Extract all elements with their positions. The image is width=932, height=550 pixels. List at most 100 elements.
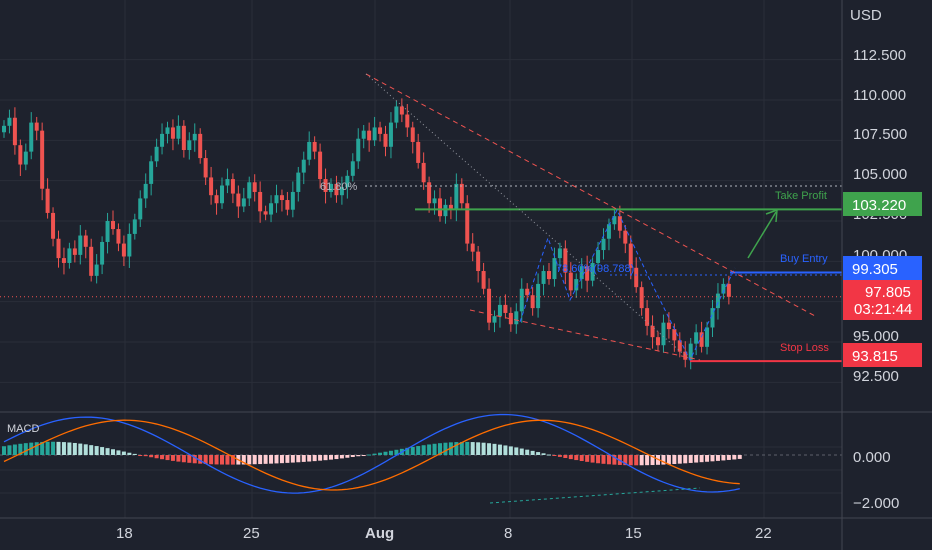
macd-hist-bar-3 [18,443,23,455]
fib-786-label: 78.60%(98.788) [556,263,634,275]
candle-body-69 [378,127,383,134]
candle-body-51 [279,195,284,201]
stop-loss-tag [843,343,922,367]
overlays [0,73,842,363]
candle-body-122 [666,322,671,330]
macd-hist-bar-44 [241,455,246,465]
candle-body-6 [34,122,39,131]
candle-body-11 [61,258,66,263]
candle-body-12 [67,248,72,263]
candle-body-53 [290,191,295,210]
candle-body-100 [547,271,551,280]
candle-body-48 [263,211,268,215]
take-profit-label: Take Profit [775,190,827,202]
macd-hist-bar-46 [252,455,257,465]
candle-body-41 [225,179,230,186]
candle-body-0 [2,125,6,133]
candle-body-116 [634,267,639,288]
macd-hist-bar-0 [2,446,6,455]
candle-body-61 [334,183,339,196]
projection-arrow-head [765,208,778,223]
candle-body-56 [307,141,312,160]
candle-body-93 [508,312,513,325]
macd-divergence-line [489,487,701,504]
macd-hist-bar-24 [132,453,137,455]
macd-hist-bar-89 [487,443,492,455]
candle-body-73 [399,106,404,115]
macd-hist-bar-78 [427,444,432,455]
macd-hist-bar-59 [323,455,328,461]
candle-body-75 [410,127,415,142]
candle-body-15 [83,235,88,247]
y-tick-105000: 105.000 [853,166,907,183]
candle-body-59 [323,179,328,192]
signal-line [3,419,740,491]
candles [2,98,731,370]
macd-hist-bar-97 [530,450,535,455]
macd-hist-bar-20 [111,449,115,455]
candle-body-28 [154,146,159,162]
candle-body-68 [372,127,377,141]
macd-hist-bar-35 [192,455,197,464]
take-profit-tag [843,192,922,216]
candle-body-32 [176,125,181,139]
macd-hist-bar-75 [410,446,415,455]
candle-body-125 [683,351,688,360]
candle-body-20 [111,221,115,230]
candle-body-38 [209,177,214,196]
macd-hist-bar-131 [715,455,720,461]
macd-hist-bar-64 [350,455,355,458]
macd-hist-bar-55 [301,455,306,462]
macd-hist-bar-50 [274,455,279,464]
macd-hist-bar-128 [699,455,704,463]
macd-label: MACD [7,423,39,435]
buy-entry-tag [843,256,922,280]
macd-hist-bar-28 [154,455,159,459]
macd-hist-bar-118 [645,455,650,466]
candle-body-113 [617,216,622,231]
candle-body-27 [149,161,154,184]
candle-body-25 [138,198,143,220]
macd-hist-bar-4 [23,443,28,455]
macd-hist-bar-135 [737,455,742,459]
macd-hist-bar-40 [220,455,224,465]
macd-hist-bar-109 [596,455,601,464]
candle-body-67 [367,130,372,141]
macd-hist-bar-18 [100,447,105,455]
take-profit-value: 103.220 [852,197,906,214]
fib-618-label: 61.80% [320,181,358,193]
macd-hist-bar-34 [187,455,192,463]
candle-body-57 [312,141,317,152]
candle-body-55 [301,159,306,173]
candle-body-79 [432,198,437,204]
macd-hist-bar-81 [443,442,448,455]
macd-hist-bar-90 [492,443,497,455]
macd-hist-bar-108 [590,455,595,463]
candle-body-96 [525,288,530,296]
macd-hist-bar-122 [666,455,671,465]
macd-hist-bar-31 [170,455,175,461]
macd-hist-bar-53 [290,455,295,463]
candle-body-30 [165,127,170,134]
candle-body-60 [329,183,333,192]
candle-body-133 [726,283,731,297]
macd-hist-bar-1 [7,445,12,455]
macd-hist-bar-49 [269,455,274,464]
macd-hist-bar-17 [94,446,99,455]
macd-hist-bar-6 [34,442,39,455]
candle-body-72 [394,106,399,123]
macd-tick-neg2: −2.000 [853,495,899,512]
macd-hist-bar-36 [198,455,203,464]
buy-entry-label: Buy Entry [780,253,828,265]
candle-body-66 [361,130,366,139]
macd-hist-bar-105 [574,455,579,461]
macd-hist-bar-21 [116,450,121,455]
macd-hist-bar-60 [329,455,333,460]
candle-body-128 [699,332,704,347]
fib-anchor-line [365,73,691,361]
macd-hist-bar-125 [683,455,688,464]
macd-hist-bar-91 [497,444,502,455]
x-tick-25: 25 [243,525,260,542]
candle-body-47 [258,191,263,212]
